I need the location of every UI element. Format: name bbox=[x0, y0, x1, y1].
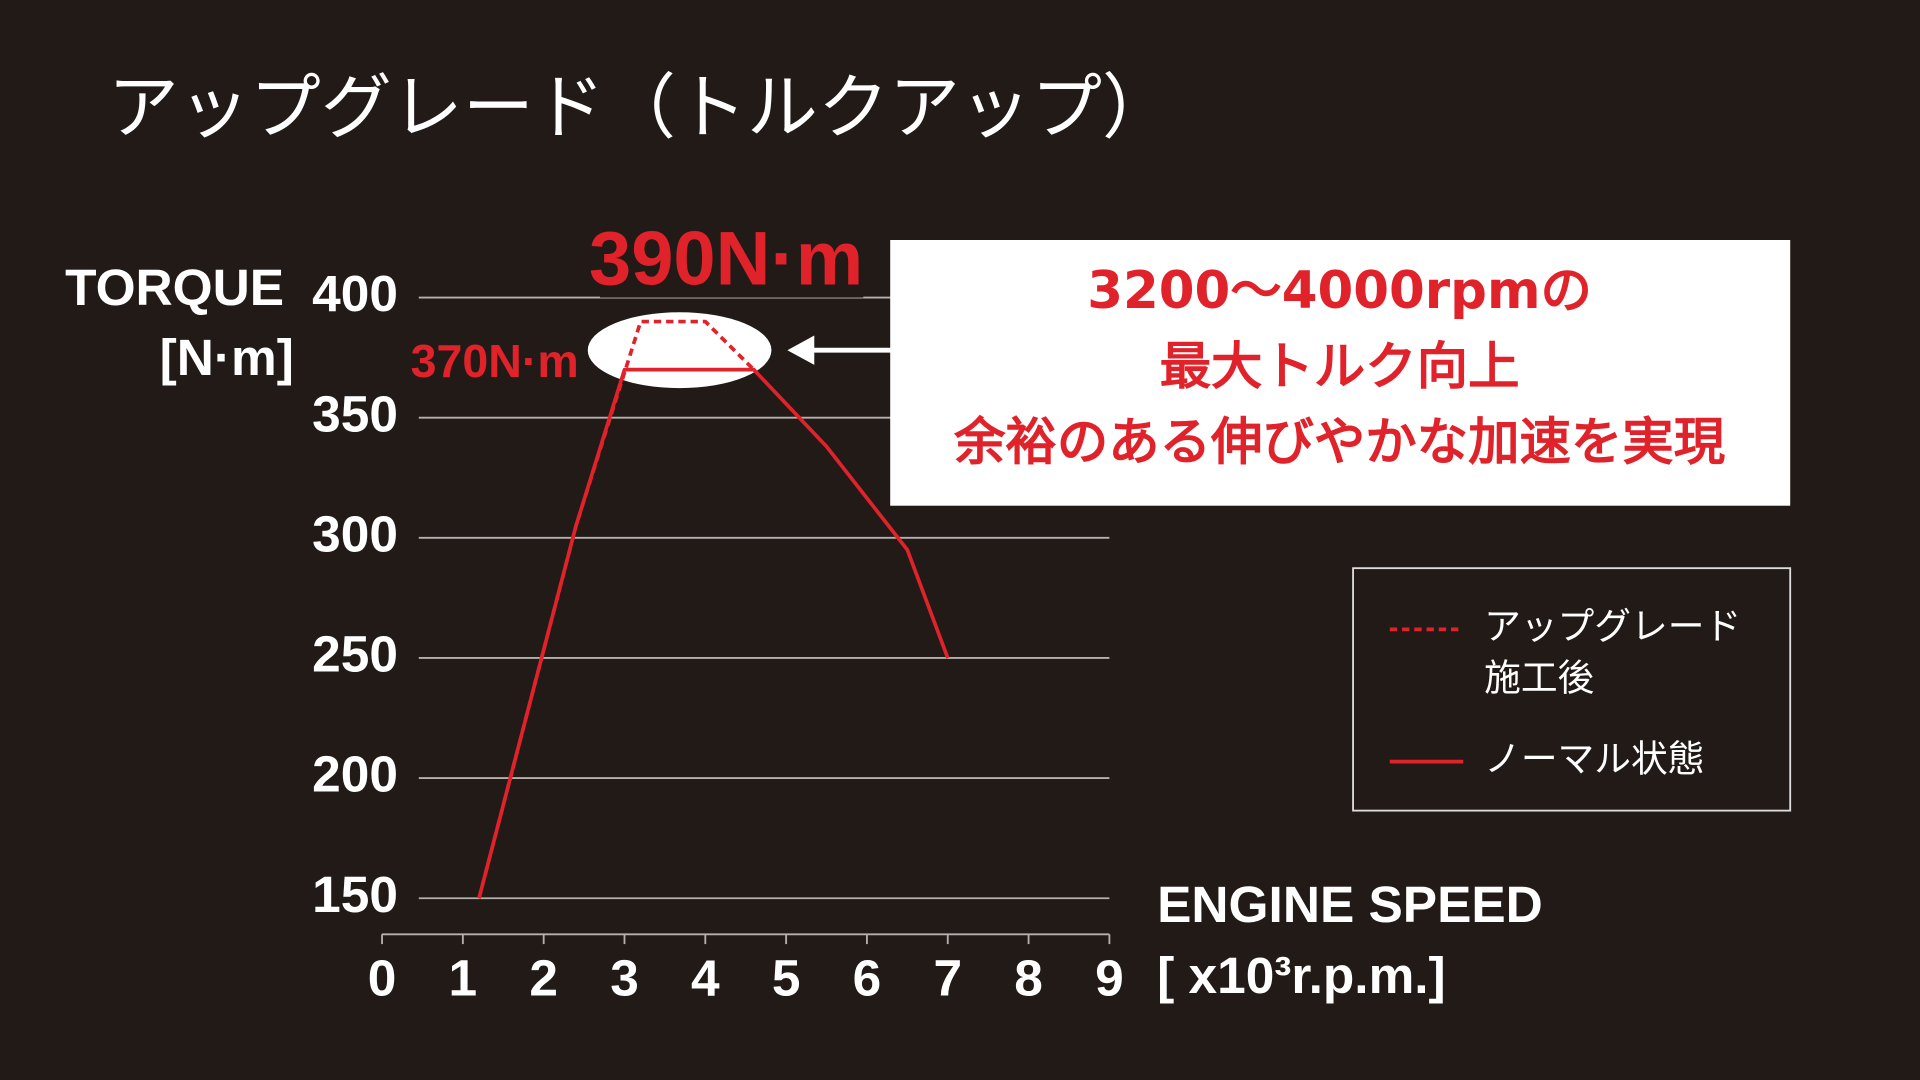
series-lines bbox=[477, 319, 950, 899]
peak-label: 390N·m bbox=[589, 217, 863, 302]
x-tick-label: 4 bbox=[691, 949, 720, 1007]
y-tick-label: 350 bbox=[312, 384, 398, 442]
y-tick-label: 250 bbox=[312, 625, 398, 683]
legend-entry: アップグレード施工後 bbox=[1484, 606, 1742, 701]
y-axis-label: [N·m] bbox=[160, 328, 294, 386]
chart-title: アップグレード（トルクアップ） bbox=[108, 66, 1173, 149]
x-tick-label: 7 bbox=[933, 949, 962, 1007]
callout-box bbox=[890, 240, 1791, 506]
callout-text: 余裕のある伸びやかな加速を実現 bbox=[953, 413, 1725, 473]
plot-area: 150 200 250 300 350 400 0 1 2 3 4 5 6 7 8 9 bbox=[312, 264, 1124, 1006]
arrow-head bbox=[787, 335, 815, 365]
x-tick-label: 5 bbox=[772, 949, 801, 1007]
y-tick-label: 150 bbox=[312, 865, 398, 923]
x-axis-label: ENGINE SPEED bbox=[1157, 875, 1543, 933]
x-tick-label: 9 bbox=[1095, 949, 1124, 1007]
highlight-ellipse bbox=[587, 312, 772, 389]
legend-entry: ノーマル状態 bbox=[1484, 738, 1705, 782]
y-tick-label: 200 bbox=[312, 745, 398, 803]
label-backdrop bbox=[600, 226, 864, 298]
x-tick-label: 0 bbox=[368, 949, 397, 1007]
legend-box bbox=[1352, 567, 1792, 812]
x-tick-label: 6 bbox=[853, 949, 882, 1007]
callout-text: 3200〜4000rpmの bbox=[1087, 261, 1592, 321]
callout-text: 最大トルク向上 bbox=[1160, 337, 1520, 397]
series-line bbox=[477, 319, 756, 899]
y-tick-label: 400 bbox=[312, 264, 398, 322]
x-tick-label: 8 bbox=[1014, 949, 1043, 1007]
y-tick-label: 300 bbox=[312, 504, 398, 562]
x-tick-label: 2 bbox=[529, 949, 558, 1007]
series-line bbox=[477, 367, 950, 899]
x-tick-label: 3 bbox=[610, 949, 639, 1007]
x-axis-label: [ x10³r.p.m.] bbox=[1157, 946, 1446, 1004]
legend-label: ノーマル状態 bbox=[1484, 738, 1705, 782]
legend-label: アップグレード施工後 bbox=[1484, 606, 1742, 701]
y-axis-label: TORQUE bbox=[65, 258, 284, 316]
x-tick-label: 1 bbox=[449, 949, 478, 1007]
peak-label: 370N·m bbox=[411, 335, 579, 387]
